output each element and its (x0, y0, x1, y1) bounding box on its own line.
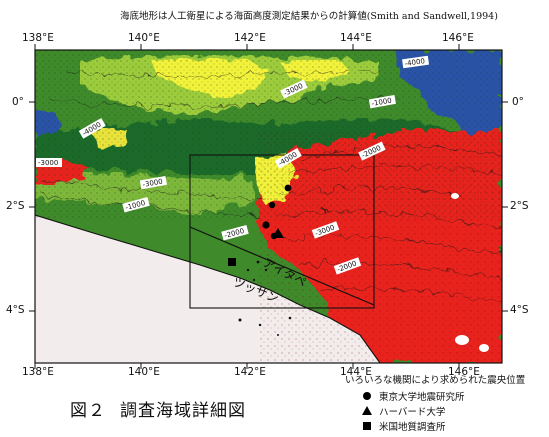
lon-label-top-138: 138°E (22, 32, 54, 44)
legend-label-eri: 東京大学地震研究所 (379, 391, 465, 403)
lon-label-bottom-144: 144°E (340, 366, 372, 378)
lon-label-bottom-140: 140°E (128, 366, 160, 378)
lon-label-top-146: 146°E (442, 32, 474, 44)
survey-area-box (189, 154, 375, 309)
lat-label-left-2s: 2°S (6, 200, 25, 212)
lat-label-right-2s: 2°S (510, 200, 529, 212)
legend-label-harvard: ハーバード大学 (379, 406, 446, 418)
triangle-marker-icon (362, 406, 372, 415)
lon-label-top-140: 140°E (128, 32, 160, 44)
lat-label-left-0: 0° (12, 96, 24, 108)
legend: いろいろな機関により求められた震央位置 東京大学地震研究所 ハーバード大学 米国… (345, 372, 525, 433)
legend-item-usgs: 米国地質調査所 (345, 418, 525, 433)
figure-number: 図２ (70, 401, 106, 421)
circle-marker-icon (363, 391, 371, 400)
contour-label-1000-upper: -1000 (371, 97, 392, 108)
figure-title-text: 調査海域詳細図 (120, 401, 246, 421)
header-note: 海底地形は人工衛星による海面高度測定結果からの計算値(Smith and San… (120, 11, 498, 22)
epicenter-markers (228, 184, 292, 266)
square-marker-icon (363, 421, 371, 430)
legend-label-usgs: 米国地質調査所 (379, 421, 446, 433)
lat-label-right-0: 0° (512, 96, 524, 108)
lat-label-right-4s: 4°S (510, 304, 529, 316)
legend-item-eri: 東京大学地震研究所 (345, 388, 525, 403)
lon-label-top-142: 142°E (234, 32, 266, 44)
lon-label-bottom-138: 138°E (22, 366, 54, 378)
lon-label-bottom-146: 146°E (448, 366, 480, 378)
lon-label-bottom-142: 142°E (234, 366, 266, 378)
contour-label-4000-top-right: -4000 (404, 57, 425, 68)
legend-item-harvard: ハーバード大学 (345, 403, 525, 418)
contour-label-3000-left: -3000 (38, 159, 58, 167)
coastline (35, 214, 381, 363)
trench-line (189, 226, 375, 306)
legend-title: いろいろな機関により求められた震央位置 (345, 375, 526, 386)
figure-title: 図２ 調査海域詳細図 (70, 396, 260, 421)
lon-label-top-144: 144°E (340, 32, 372, 44)
contour-label-3000-mid: -3000 (142, 178, 163, 189)
lat-label-left-4s: 4°S (6, 304, 25, 316)
